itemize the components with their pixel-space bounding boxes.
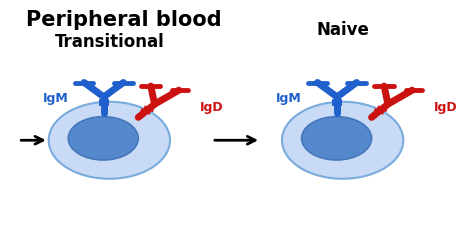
Text: IgD: IgD <box>200 101 224 114</box>
Ellipse shape <box>49 102 170 179</box>
Text: Transitional: Transitional <box>55 33 164 51</box>
Text: IgM: IgM <box>276 92 302 105</box>
Text: Peripheral blood: Peripheral blood <box>26 10 221 30</box>
Text: IgD: IgD <box>434 101 457 114</box>
Ellipse shape <box>68 117 138 160</box>
Ellipse shape <box>282 102 403 179</box>
Text: IgM: IgM <box>43 92 69 105</box>
Text: Naive: Naive <box>316 21 369 38</box>
Ellipse shape <box>301 117 372 160</box>
